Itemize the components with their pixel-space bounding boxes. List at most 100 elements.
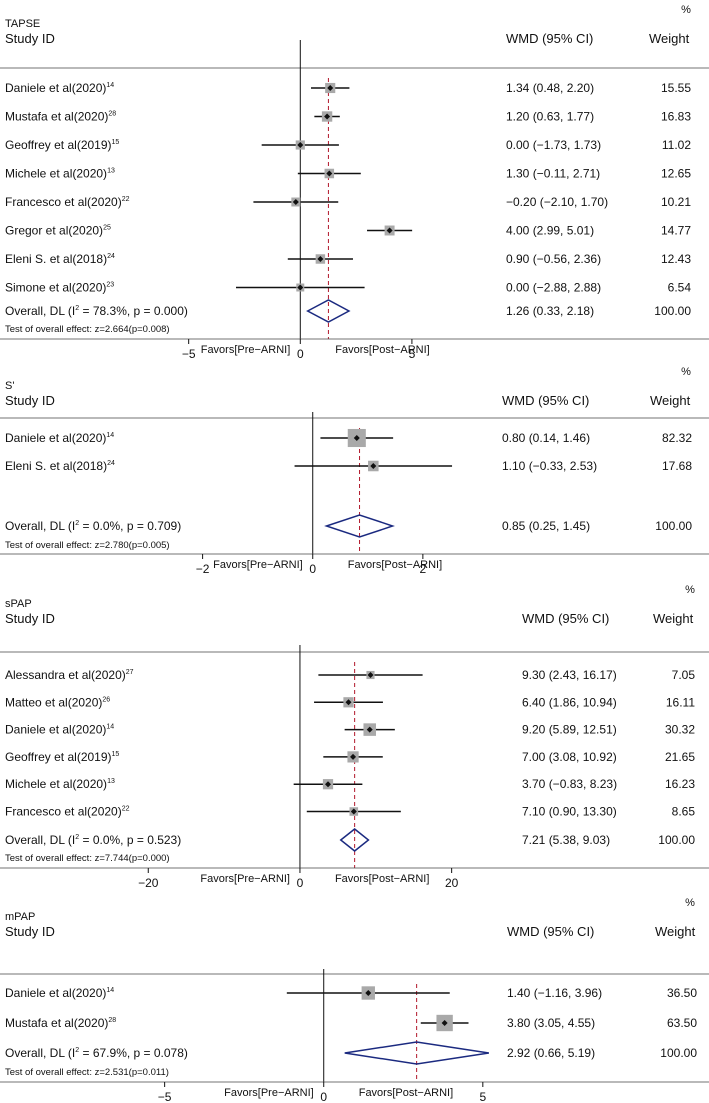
- study-reference: 13: [107, 778, 115, 785]
- study-reference: 26: [102, 696, 110, 703]
- point-estimate-marker: [350, 808, 357, 815]
- study-weight-value: 36.50: [667, 986, 697, 1000]
- weight-unit-label: %: [681, 366, 691, 378]
- study-weight-value: 82.32: [662, 431, 692, 445]
- study-ci-value: 1.20 (0.63, 1.77): [506, 110, 594, 124]
- study-weight-value: 17.68: [662, 459, 692, 473]
- panel-title: mPAP: [5, 911, 35, 923]
- study-ci-value: 3.70 (−0.83, 8.23): [522, 777, 617, 791]
- overall-effect-test: Test of overall effect: z=7.744(p=0.000): [5, 853, 170, 864]
- study-ci-value: 1.40 (−1.16, 3.96): [507, 986, 602, 1000]
- favors-left-label: Favors[Pre−ARNI]: [224, 1087, 314, 1099]
- panel-title: S': [5, 380, 14, 392]
- i-squared-superscript: 2: [75, 834, 79, 841]
- overall-ci-value: 7.21 (5.38, 9.03): [522, 833, 610, 847]
- overall-label: Overall, DL (I2 = 67.9%, p = 0.078): [5, 1046, 188, 1060]
- study-reference: 25: [103, 225, 111, 232]
- axis-tick-label: 0: [309, 562, 316, 576]
- column-header-estimate: WMD (95% CI): [522, 611, 609, 626]
- study-ci-value: 0.00 (−2.88, 2.88): [506, 281, 601, 295]
- study-ci-value: 9.20 (5.89, 12.51): [522, 723, 617, 737]
- study-label: Francesco et al(2020)22: [5, 195, 130, 209]
- overall-weight-value: 100.00: [658, 833, 695, 847]
- study-weight-value: 15.55: [661, 81, 691, 95]
- column-header-study: Study ID: [5, 393, 55, 408]
- point-estimate-marker: [317, 256, 324, 262]
- axis-tick-label: 0: [297, 876, 304, 890]
- overall-label: Overall, DL (I2 = 0.0%, p = 0.523): [5, 833, 181, 847]
- study-label: Daniele et al(2020)14: [5, 431, 114, 445]
- axis-tick-label: 5: [479, 1090, 486, 1103]
- overall-weight-value: 100.00: [654, 304, 691, 318]
- axis-tick-label: −5: [182, 347, 196, 361]
- favors-left-label: Favors[Pre−ARNI]: [213, 559, 303, 571]
- column-header-study: Study ID: [5, 924, 55, 939]
- overall-label: Overall, DL (I2 = 0.0%, p = 0.709): [5, 519, 181, 533]
- study-label: Eleni S. et al(2018)24: [5, 459, 115, 473]
- point-estimate-marker: [366, 726, 373, 733]
- overall-stats: = 78.3%, p = 0.000): [79, 304, 188, 318]
- study-weight-value: 14.77: [661, 224, 691, 238]
- column-header-weight: Weight: [650, 393, 691, 408]
- weight-unit-label: %: [681, 4, 691, 16]
- point-estimate-marker: [350, 753, 357, 760]
- point-estimate-marker: [297, 142, 304, 148]
- study-weight-value: 16.11: [666, 695, 695, 709]
- study-weight-value: 8.65: [672, 805, 696, 819]
- favors-left-label: Favors[Pre−ARNI]: [200, 873, 290, 885]
- panel-title: TAPSE: [5, 18, 40, 30]
- axis-tick-label: −2: [196, 562, 210, 576]
- favors-right-label: Favors[Post−ARNI]: [335, 873, 429, 885]
- i-squared-superscript: 2: [75, 520, 79, 527]
- study-reference: 14: [106, 987, 114, 994]
- study-weight-value: 30.32: [665, 723, 695, 737]
- overall-diamond: [339, 828, 370, 852]
- overall-weight-value: 100.00: [660, 1046, 697, 1060]
- study-weight-value: 11.02: [662, 138, 691, 152]
- study-reference: 13: [107, 168, 115, 175]
- study-reference: 27: [126, 669, 134, 676]
- column-header-study: Study ID: [5, 611, 55, 626]
- point-estimate-marker: [365, 990, 372, 996]
- overall-stats: = 0.0%, p = 0.523): [79, 833, 181, 847]
- overall-diamond: [344, 1041, 489, 1065]
- overall-ci-value: 0.85 (0.25, 1.45): [502, 519, 590, 533]
- study-label: Michele et al(2020)13: [5, 777, 115, 791]
- study-ci-value: −0.20 (−2.10, 1.70): [506, 195, 608, 209]
- overall-effect-test: Test of overall effect: z=2.531(p=0.011): [5, 1067, 169, 1078]
- point-estimate-marker: [386, 227, 393, 234]
- column-header-weight: Weight: [655, 924, 696, 939]
- study-reference: 22: [122, 806, 130, 813]
- point-estimate-marker: [370, 463, 377, 469]
- i-squared-superscript: 2: [75, 1047, 79, 1054]
- study-label: Simone et al(2020)23: [5, 281, 114, 295]
- overall-weight-value: 100.00: [655, 519, 692, 533]
- point-estimate-marker: [326, 170, 333, 177]
- study-ci-value: 3.80 (3.05, 4.55): [507, 1016, 595, 1030]
- study-label: Matteo et al(2020)26: [5, 695, 110, 709]
- column-header-estimate: WMD (95% CI): [506, 31, 593, 46]
- study-label: Mustafa et al(2020)28: [5, 1016, 116, 1030]
- weight-unit-label: %: [685, 897, 695, 909]
- overall-label: Overall, DL (I2 = 78.3%, p = 0.000): [5, 304, 188, 318]
- study-reference: 15: [112, 139, 120, 146]
- study-ci-value: 4.00 (2.99, 5.01): [506, 224, 594, 238]
- study-label: Francesco et al(2020)22: [5, 805, 130, 819]
- point-estimate-marker: [324, 113, 331, 120]
- point-estimate-marker: [353, 435, 360, 441]
- study-weight-value: 6.54: [668, 281, 692, 295]
- point-estimate-marker: [325, 781, 332, 788]
- study-label: Daniele et al(2020)14: [5, 723, 114, 737]
- overall-stats: = 67.9%, p = 0.078): [79, 1046, 188, 1060]
- axis-tick-label: 2: [420, 562, 427, 576]
- overall-ci-value: 1.26 (0.33, 2.18): [506, 304, 594, 318]
- study-label: Geoffrey et al(2019)15: [5, 138, 119, 152]
- weight-unit-label: %: [685, 584, 695, 596]
- overall-effect-test: Test of overall effect: z=2.780(p=0.005): [5, 540, 170, 551]
- axis-tick-label: −20: [138, 876, 159, 890]
- forest-panel-2: % S'Study ID WMD (95% CI) Weight Daniele et …: [0, 366, 709, 576]
- study-weight-value: 10.21: [661, 195, 691, 209]
- study-weight-value: 16.83: [661, 110, 691, 124]
